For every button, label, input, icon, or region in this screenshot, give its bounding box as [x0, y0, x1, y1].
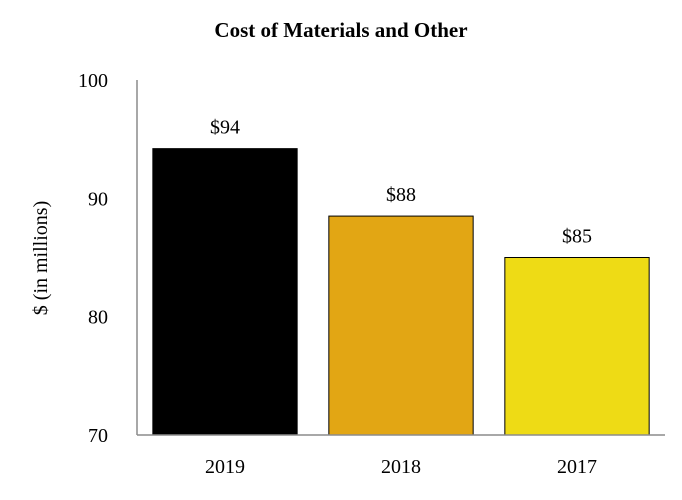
y-axis-title: $ (in millions) — [30, 201, 52, 315]
bar-2017 — [504, 257, 650, 436]
y-tick-label: 90 — [88, 188, 108, 210]
x-tick-label-2018: 2018 — [381, 456, 421, 478]
data-labels: $94 $88 $85 — [210, 117, 592, 248]
x-axis-ticks: 2019 2018 2017 — [205, 456, 597, 478]
data-label-2017: $85 — [562, 226, 592, 248]
x-tick-label-2019: 2019 — [205, 456, 245, 478]
bar-2018 — [328, 215, 474, 436]
y-tick-label: 80 — [88, 307, 108, 329]
data-label-2019: $94 — [210, 117, 240, 139]
bars — [152, 148, 650, 436]
data-label-2018: $88 — [386, 184, 416, 206]
bar-2019 — [152, 148, 298, 436]
y-tick-label: 100 — [78, 70, 108, 92]
x-tick-label-2017: 2017 — [557, 456, 597, 478]
y-tick-label: 70 — [88, 425, 108, 447]
y-axis-ticks: 70 80 90 100 — [78, 70, 108, 447]
chart-title: Cost of Materials and Other — [214, 18, 468, 42]
